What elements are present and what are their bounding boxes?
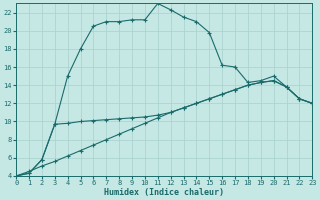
X-axis label: Humidex (Indice chaleur): Humidex (Indice chaleur) xyxy=(104,188,224,197)
